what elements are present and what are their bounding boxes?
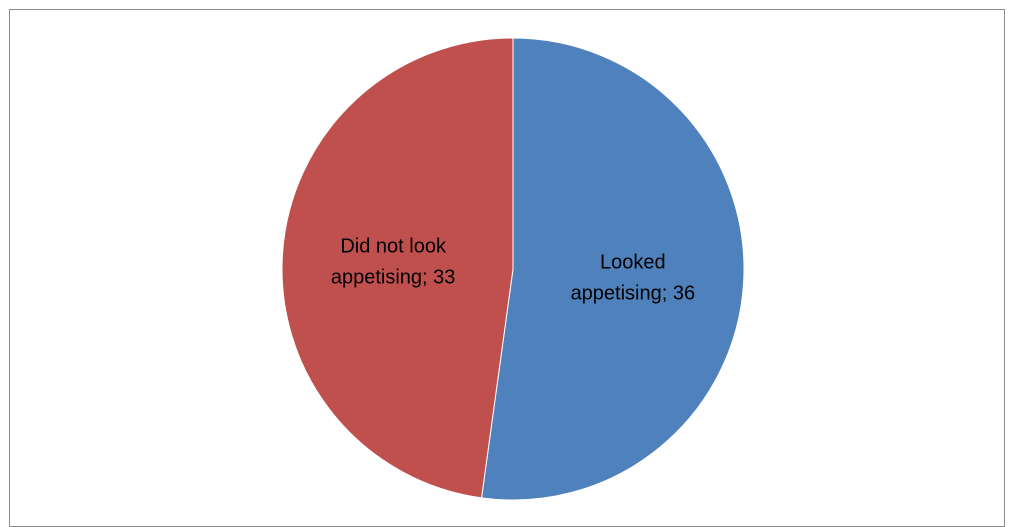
pie-slice-label-line: appetising; 33 bbox=[331, 266, 456, 288]
pie-slice-1 bbox=[281, 37, 514, 499]
pie-slice-label-1: Did not look appetising; 33 bbox=[331, 235, 456, 288]
pie-labels: Looked appetising; 36 Did not look appetisi… bbox=[331, 235, 695, 304]
pie-slice-label-line: Looked bbox=[600, 252, 666, 274]
pie-slices bbox=[281, 37, 745, 501]
pie-slice-label-0: Looked appetising; 36 bbox=[571, 252, 696, 305]
pie-slice-0 bbox=[480, 37, 745, 501]
pie-slice-label-line: Did not look bbox=[340, 235, 447, 257]
pie-slice-label-line: appetising; 36 bbox=[571, 283, 696, 305]
